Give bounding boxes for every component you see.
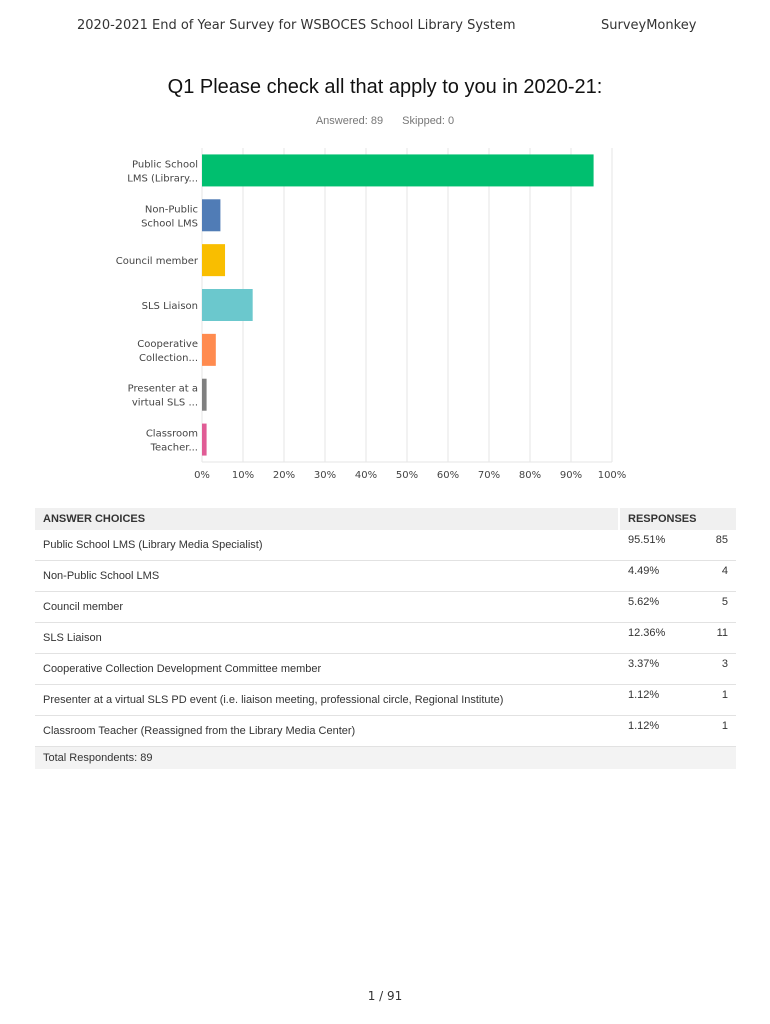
response-count: 85 — [706, 530, 736, 561]
response-count: 4 — [706, 560, 736, 592]
category-label: Classroom — [146, 429, 198, 440]
response-percent: 4.49% — [620, 560, 706, 592]
bar — [202, 244, 226, 277]
response-count: 3 — [706, 653, 736, 685]
category-label: Public School — [132, 159, 198, 170]
bar-chart: 0% 10% 20% 30% 40% 50% 60% 70% 80% 90% 100% Public … — [116, 148, 627, 481]
response-percent: 3.37% — [620, 653, 706, 685]
x-tick-label: 50% — [396, 470, 418, 481]
table-row: SLS Liaison 12.36% 11 — [35, 622, 736, 654]
x-tick-label: 10% — [232, 470, 254, 481]
category-label: School LMS — [141, 218, 198, 229]
answer-choice: Cooperative Collection Development Commi… — [35, 653, 618, 685]
table-row: Council member 5.62% 5 — [35, 591, 736, 623]
total-respondents: Total Respondents: 89 — [35, 746, 618, 769]
response-percent: 1.12% — [620, 684, 706, 716]
brand-name: SurveyMonkey — [601, 18, 697, 33]
response-percent: 95.51% — [620, 530, 706, 561]
answer-choice: Presenter at a virtual SLS PD event (i.e… — [35, 684, 618, 716]
response-count: 11 — [706, 622, 736, 654]
response-count: 1 — [706, 684, 736, 716]
category-label: Presenter at a — [128, 384, 198, 395]
document-title: 2020-2021 End of Year Survey for WSBOCES… — [77, 18, 516, 33]
category-label: LMS (Library... — [127, 173, 198, 184]
answer-choice: Council member — [35, 591, 618, 623]
page-number: 1 / 91 — [367, 989, 403, 1003]
total-row: Total Respondents: 89 — [35, 746, 736, 769]
x-tick-label: 30% — [314, 470, 336, 481]
category-label: Cooperative — [137, 339, 198, 350]
response-percent: 12.36% — [620, 622, 706, 654]
table-row: Non-Public School LMS 4.49% 4 — [35, 560, 736, 592]
answer-choice: SLS Liaison — [35, 622, 618, 654]
x-tick-label: 80% — [519, 470, 541, 481]
category-label: virtual SLS ... — [132, 398, 198, 409]
bar — [202, 289, 253, 321]
bar — [202, 423, 207, 456]
response-count: 5 — [706, 591, 736, 623]
x-tick-label: 60% — [437, 470, 459, 481]
results-table: ANSWER CHOICES RESPONSES Public School L… — [35, 508, 736, 769]
bar — [202, 333, 216, 366]
table-row: Classroom Teacher (Reassigned from the L… — [35, 715, 736, 747]
response-percent: 5.62% — [620, 591, 706, 623]
table-row: Public School LMS (Library Media Special… — [35, 530, 736, 561]
category-label: SLS Liaison — [142, 301, 198, 312]
answered-count: Answered: 89 — [315, 115, 384, 127]
skipped-count: Skipped: 0 — [402, 115, 455, 127]
category-label: Non-Public — [145, 204, 198, 215]
x-tick-label: 90% — [560, 470, 582, 481]
table-row: Presenter at a virtual SLS PD event (i.e… — [35, 684, 736, 716]
header-responses: RESPONSES — [620, 508, 736, 530]
bar — [202, 154, 594, 187]
category-label: Collection... — [139, 353, 198, 364]
x-tick-label: 20% — [273, 470, 295, 481]
category-label: Teacher... — [150, 443, 198, 454]
table-header-row: ANSWER CHOICES RESPONSES — [35, 508, 736, 530]
table-row: Cooperative Collection Development Commi… — [35, 653, 736, 685]
answer-choice: Non-Public School LMS — [35, 560, 618, 592]
x-tick-label: 40% — [355, 470, 377, 481]
bar — [202, 378, 207, 411]
x-tick-label: 70% — [478, 470, 500, 481]
response-count: 1 — [706, 715, 736, 747]
answer-choice: Classroom Teacher (Reassigned from the L… — [35, 715, 618, 747]
response-percent: 1.12% — [620, 715, 706, 747]
answer-choice: Public School LMS (Library Media Special… — [35, 530, 618, 561]
x-tick-label: 0% — [194, 470, 210, 481]
x-tick-label: 100% — [598, 470, 627, 481]
bar — [202, 199, 221, 232]
response-stats: Answered: 89 Skipped: 0 — [0, 115, 770, 127]
header-answer-choices: ANSWER CHOICES — [35, 508, 618, 530]
question-title: Q1 Please check all that apply to you in… — [167, 76, 603, 98]
category-label: Council member — [116, 256, 199, 267]
